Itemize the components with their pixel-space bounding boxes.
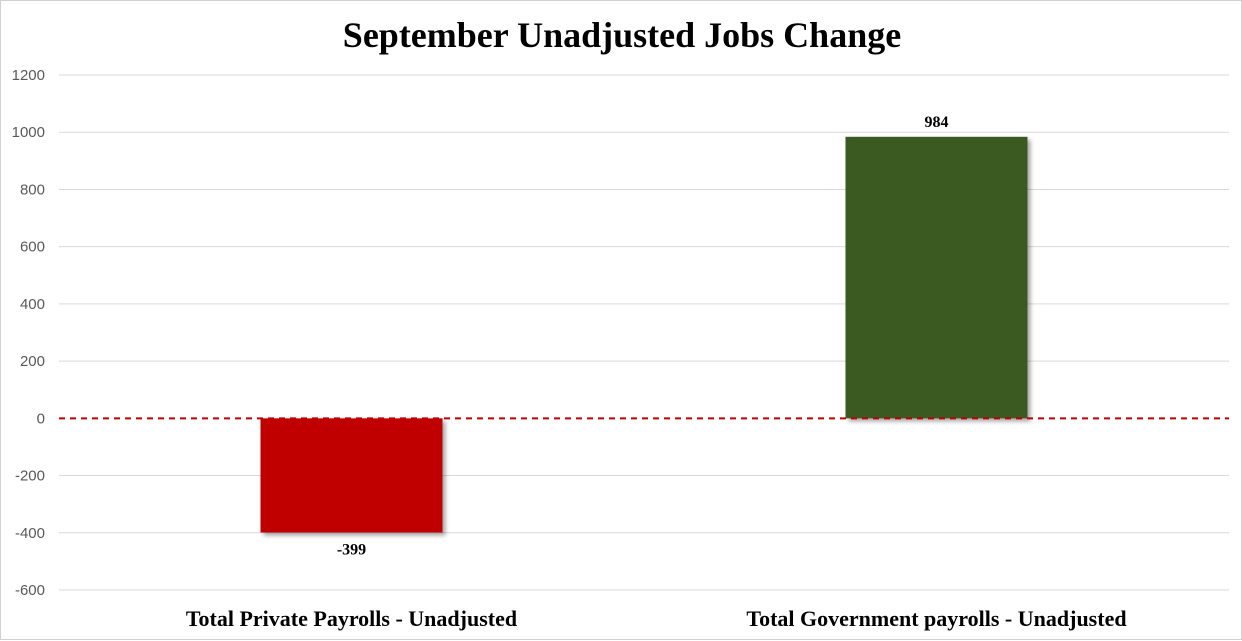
y-tick-label: -400 <box>15 525 45 542</box>
chart-title: September Unadjusted Jobs Change <box>343 15 901 55</box>
y-tick-label: 1200 <box>12 67 45 84</box>
category-label: Total Private Payrolls - Unadjusted <box>186 606 517 631</box>
y-tick-label: 0 <box>37 410 45 427</box>
category-label: Total Government payrolls - Unadjusted <box>746 606 1126 631</box>
bar-private-payrolls <box>260 418 443 533</box>
bar-government-payrolls <box>845 136 1028 419</box>
y-axis-tick-labels: 1200 1000 800 600 400 200 0 -200 -400 -600 <box>12 67 45 599</box>
y-tick-label: 400 <box>20 296 45 313</box>
category-labels: Total Private Payrolls - Unadjusted Total… <box>186 606 1127 631</box>
y-tick-label: 1000 <box>12 124 45 141</box>
y-tick-label: 600 <box>20 239 45 256</box>
bars <box>260 136 1028 533</box>
y-tick-label: -600 <box>15 582 45 599</box>
data-label: -399 <box>337 541 366 558</box>
y-tick-label: 800 <box>20 181 45 198</box>
data-label: 984 <box>925 114 949 131</box>
y-tick-label: -200 <box>15 468 45 485</box>
y-tick-label: 200 <box>20 353 45 370</box>
gridlines <box>59 74 1229 591</box>
data-labels: -399 984 <box>337 114 949 559</box>
